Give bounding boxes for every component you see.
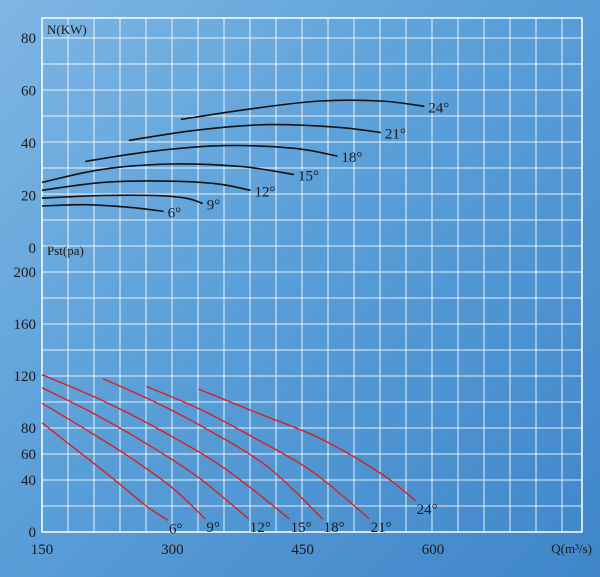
- power-y-tick-label: 0: [29, 241, 37, 257]
- power-axis-title: N(KW): [47, 22, 87, 37]
- power-curve-label: 9°: [207, 197, 221, 213]
- pressure-y-tick-label: 200: [14, 265, 37, 281]
- x-tick-label: 150: [31, 542, 54, 558]
- power-curve: [85, 144, 338, 163]
- pressure-y-tick-label: 80: [21, 421, 36, 437]
- pressure-curve: [102, 377, 324, 520]
- x-tick-label: 600: [422, 542, 445, 558]
- power-curve-label: 6°: [168, 205, 182, 221]
- power-curve: [41, 194, 203, 205]
- pressure-curve-label: 9°: [206, 520, 220, 536]
- power-curve: [41, 163, 295, 184]
- pressure-curve-label: 24°: [417, 502, 438, 518]
- pressure-curve: [146, 385, 371, 520]
- power-y-tick-label: 80: [21, 31, 36, 47]
- x-axis-title: Q(m³/s): [551, 541, 592, 556]
- pressure-curve: [41, 374, 291, 520]
- pressure-curve: [41, 422, 169, 521]
- power-curve: [41, 180, 251, 192]
- power-curve-label: 15°: [298, 169, 319, 185]
- pressure-curve-label: 12°: [250, 520, 271, 536]
- pressure-axis-title: Pst(pa): [47, 243, 84, 258]
- power-curve-label: 24°: [428, 100, 449, 116]
- power-curve-label: 18°: [341, 150, 362, 166]
- power-curve: [41, 203, 164, 213]
- power-y-tick-label: 40: [21, 136, 36, 152]
- pressure-curve: [41, 387, 250, 520]
- pressure-y-tick-label: 160: [14, 317, 37, 333]
- power-y-tick-label: 20: [21, 189, 36, 205]
- pressure-curve: [198, 388, 417, 502]
- pressure-y-tick-label: 60: [21, 447, 36, 463]
- x-tick-label: 300: [161, 542, 184, 558]
- power-y-tick-label: 60: [21, 84, 36, 100]
- pressure-curve-label: 21°: [371, 520, 392, 536]
- x-tick-label: 450: [291, 542, 314, 558]
- power-curve-label: 12°: [255, 184, 276, 200]
- power-curve-label: 21°: [385, 127, 406, 143]
- pressure-curve-label: 15°: [291, 520, 312, 536]
- power-curve: [128, 123, 381, 142]
- pressure-y-tick-label: 40: [21, 473, 36, 489]
- plot-frame: [41, 17, 583, 533]
- pressure-curve: [41, 402, 206, 520]
- pressure-curve-label: 6°: [169, 521, 183, 537]
- pressure-curve-label: 18°: [324, 520, 345, 536]
- power-curve: [180, 99, 425, 121]
- pressure-y-tick-label: 120: [14, 369, 37, 385]
- pressure-y-tick-label: 0: [29, 525, 37, 541]
